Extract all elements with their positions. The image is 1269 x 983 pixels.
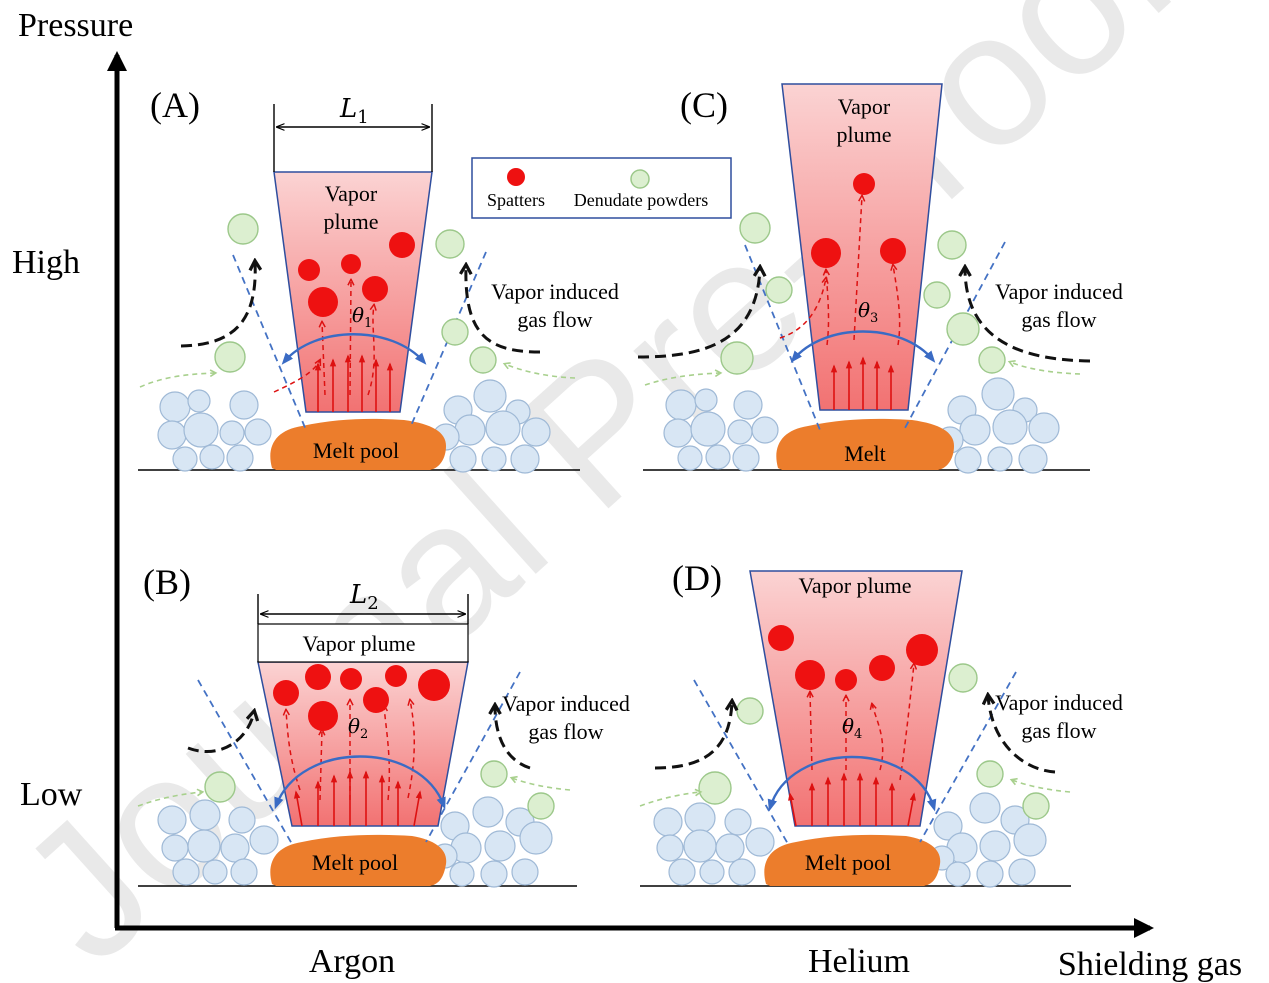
panel-b-label: (B) [143, 562, 191, 602]
y-tick-low: Low [20, 776, 83, 813]
panel-c-melt-pool [776, 418, 954, 470]
panel-b-spatters [273, 664, 450, 731]
panel-b-spatter-trajectories [286, 700, 415, 801]
panel-a-gas-flow-left [180, 262, 255, 348]
panel-b-flow-label-line2: gas flow [528, 719, 603, 744]
panel-c-plume-label-line2: plume [837, 122, 892, 147]
panel-d-angle-label: θ4 [842, 714, 862, 742]
panel-c-angle-label: θ3 [858, 298, 878, 326]
panel-c: (C) Melt Vapor plume [637, 83, 1123, 474]
panel-c-flow-label-line2: gas flow [1021, 307, 1096, 332]
x-axis-title: Shielding gas [1058, 946, 1242, 983]
panel-d-melt-pool-label: Melt pool [805, 850, 891, 875]
panel-a-melt-pool [270, 418, 446, 470]
panel-c-melt-pool-label: Melt [844, 441, 886, 466]
panel-b-denudate-powders [204, 760, 555, 820]
panel-c-gas-flow-left [637, 268, 760, 359]
panel-d-powder-bed-left [653, 802, 775, 886]
panel-b-angle-label: θ2 [348, 714, 368, 742]
panel-c-flow-label-line1: Vapor induced [995, 279, 1123, 304]
panel-a-side-flow-right [502, 362, 576, 379]
panel-c-denudate-powders [720, 212, 1006, 375]
panel-a-side-flow-left [139, 369, 218, 388]
panel-c-side-flow-right [1007, 360, 1081, 375]
panel-a-angle-label: θ1 [352, 303, 372, 331]
panel-a-powder-bed-right [432, 379, 551, 474]
y-tick-high: High [12, 244, 80, 281]
panel-d: (D) Melt pool Vapor plume [639, 558, 1123, 888]
legend-denudate-swatch [630, 169, 650, 189]
panel-b: (B) Melt pool Vapor plume L2 [137, 562, 630, 888]
panel-b-plume-label-bg [257, 623, 469, 663]
legend-denudate-label: Denudate powders [574, 190, 708, 210]
panel-d-denudate-powders [698, 663, 1050, 820]
y-axis-title: Pressure [18, 7, 133, 44]
panel-b-flow-label-line1: Vapor induced [502, 691, 630, 716]
panel-a-boundary-right [409, 251, 487, 429]
panel-a-vapor-arrows [314, 354, 394, 412]
panel-b-gas-flow-left [187, 712, 254, 754]
x-tick-argon: Argon [309, 943, 395, 980]
panel-d-side-flow-right [1009, 777, 1071, 793]
panel-d-label: (D) [672, 558, 722, 598]
panel-a-angle-arc [281, 333, 427, 365]
panel-c-spatters [811, 173, 906, 268]
panel-a-boundary-left [232, 254, 307, 431]
panel-b-gas-flow-right [495, 706, 531, 770]
panel-d-gas-flow-left [654, 702, 732, 770]
panel-d-vapor-plume [749, 570, 963, 827]
panel-c-vapor-arrows [830, 356, 895, 410]
panel-c-angle-arc [790, 330, 936, 363]
panel-a-melt-pool-label: Melt pool [313, 438, 399, 463]
panel-b-powder-bed-right [432, 796, 553, 888]
panel-a-gas-flow-right [466, 266, 541, 354]
panel-c-powder-bed-right [936, 377, 1060, 474]
panel-b-melt-pool-label: Melt pool [312, 850, 398, 875]
panel-a-flow-label-line1: Vapor induced [491, 279, 619, 304]
panel-b-boundary-right [425, 671, 521, 843]
panel-d-gas-flow-right [988, 696, 1056, 774]
panel-c-spatter-trajectories [779, 196, 901, 346]
panel-b-powder-bed-left [157, 799, 279, 886]
panel-a-plume-label-line1: Vapor [325, 181, 378, 206]
panel-a-label: (A) [150, 85, 200, 125]
panel-a-powder-bed-left [157, 389, 272, 472]
panel-a-denudate-powders [214, 213, 497, 374]
panel-a-spatters [298, 232, 415, 317]
panel-d-boundary-right [919, 671, 1017, 843]
panel-b-width-label: L2 [349, 580, 379, 614]
panel-d-melt-pool [764, 834, 941, 886]
panel-b-side-flow-right [509, 775, 571, 791]
panel-d-side-flow-left [639, 788, 703, 807]
panel-d-angle-arc [767, 755, 937, 812]
panel-d-spatters [768, 625, 938, 691]
panel-b-plume-label: Vapor plume [302, 631, 415, 656]
x-tick-helium: Helium [808, 943, 910, 980]
panel-c-vapor-plume [781, 83, 943, 411]
panel-c-side-flow-left [644, 369, 723, 386]
panel-d-flow-label-line2: gas flow [1021, 718, 1096, 743]
panel-c-plume-label-line1: Vapor [838, 94, 891, 119]
panel-c-gas-flow-right [965, 268, 1091, 363]
panel-d-plume-label: Vapor plume [798, 573, 911, 598]
legend-spatter-swatch [507, 168, 525, 186]
legend: Spatters Denudate powders [471, 157, 732, 219]
panel-a-flow-label-line2: gas flow [517, 307, 592, 332]
panel-c-powder-bed-left [663, 388, 779, 472]
panel-a-width-label: L1 [339, 94, 369, 128]
panel-a: (A) Melt pool Vapor plume L1 [138, 85, 619, 474]
panel-b-angle-arc [274, 755, 446, 810]
legend-spatters-label: Spatters [487, 190, 545, 210]
panel-d-boundary-left [693, 679, 789, 845]
panel-b-boundary-left [197, 679, 293, 845]
panel-d-flow-label-line1: Vapor induced [995, 690, 1123, 715]
panel-a-vapor-plume [273, 171, 433, 413]
panel-c-label: (C) [680, 85, 728, 125]
panel-a-plume-label-line2: plume [324, 209, 379, 234]
panel-b-melt-pool [270, 834, 447, 886]
